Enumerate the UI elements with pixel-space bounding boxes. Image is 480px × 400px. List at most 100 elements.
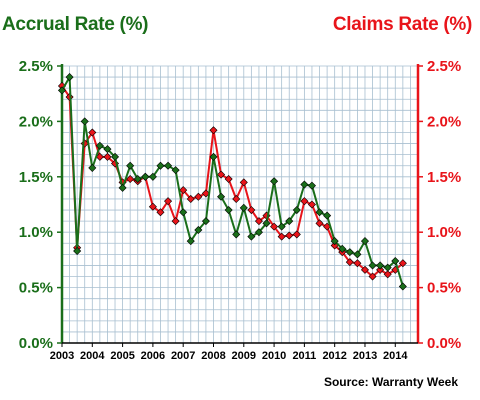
claims-point (194, 192, 203, 201)
claims-point (247, 206, 256, 215)
claims-point (368, 272, 377, 281)
plot-area (62, 66, 418, 343)
left-tick-label: 1.5% (19, 169, 53, 186)
claims-point (224, 174, 233, 184)
claims-point (148, 202, 157, 211)
x-tick-label: 2012 (322, 350, 346, 362)
accrual-point (292, 206, 301, 215)
accrual-point (186, 237, 195, 246)
accrual-point (376, 261, 385, 270)
accrual-point (73, 247, 82, 256)
claims-point (217, 170, 226, 179)
x-tick-label: 2013 (353, 350, 377, 362)
accrual-point (171, 166, 180, 175)
accrual-point (323, 211, 332, 220)
right-tick-label: 2.5% (427, 58, 461, 75)
accrual-point (65, 73, 74, 82)
claims-point (360, 265, 370, 274)
claims-point (285, 231, 294, 240)
claims-point (270, 222, 279, 231)
x-tick-label: 2007 (171, 350, 195, 362)
accrual-point (224, 206, 233, 215)
claims-point (292, 230, 301, 239)
left-tick-label: 0.0% (19, 335, 53, 352)
accrual-point (80, 117, 89, 126)
accrual-point (156, 161, 165, 170)
claims-point (383, 270, 392, 279)
accrual-point (277, 222, 286, 231)
right-tick-label: 2.0% (427, 113, 461, 130)
x-tick-label: 2009 (232, 350, 256, 362)
x-tick-label: 2014 (383, 350, 408, 362)
accrual-point (217, 192, 226, 201)
accrual-point (239, 203, 248, 212)
left-tick-label: 0.5% (19, 280, 53, 297)
claims-point (232, 194, 241, 203)
claims-point (307, 200, 316, 209)
x-tick-label: 2008 (201, 350, 225, 362)
claims-point (398, 259, 407, 268)
accrual-point (201, 217, 210, 226)
accrual-point (391, 256, 400, 266)
right-tick-label: 1.5% (427, 169, 461, 186)
accrual-point (383, 263, 392, 272)
left-tick-label: 1.0% (19, 224, 53, 241)
accrual-point (285, 217, 294, 226)
left-tick-label: 2.5% (19, 58, 53, 75)
accrual-line (61, 73, 404, 287)
accrual-point (141, 172, 150, 181)
claims-point (315, 219, 324, 228)
accrual-point (270, 177, 279, 186)
claims-point (277, 232, 286, 241)
accrual-axis-title: Accrual Rate (%) (2, 14, 149, 35)
accrual-point (300, 180, 309, 189)
right-tick-label: 0.0% (427, 335, 461, 352)
claims-point (164, 197, 173, 206)
accrual-point (88, 163, 97, 172)
accrual-point (330, 237, 339, 246)
claims-point (171, 217, 180, 226)
accrual-point (338, 244, 347, 253)
claims-point (209, 126, 218, 135)
accrual-point (179, 208, 188, 217)
accrual-point (262, 219, 271, 228)
right-tick-label: 1.0% (427, 224, 461, 241)
accrual-point (368, 261, 377, 270)
right-tick-label: 0.5% (427, 280, 461, 297)
claims-point (103, 152, 112, 161)
x-tick-label: 2004 (80, 350, 105, 362)
accrual-point (118, 183, 127, 192)
accrual-point (353, 250, 362, 259)
accrual-point (398, 282, 407, 291)
accrual-point (57, 86, 67, 95)
accrual-point (209, 152, 218, 161)
accrual-point (315, 208, 324, 217)
claims-point (156, 208, 165, 217)
accrual-point (247, 232, 256, 241)
accrual-point (126, 161, 135, 170)
accrual-point (148, 172, 157, 181)
accrual-point (133, 174, 142, 184)
claims-point (239, 178, 248, 187)
accrual-point (254, 228, 263, 237)
accrual-point (103, 145, 112, 154)
claims-point (179, 186, 188, 195)
accrual-point (345, 248, 354, 257)
accrual-point (194, 225, 203, 235)
accrual-point (95, 141, 104, 150)
claims-point (300, 197, 309, 206)
claims-point (186, 194, 195, 203)
claims-point (345, 258, 354, 267)
claims-point (353, 259, 362, 268)
x-tick-label: 2011 (292, 350, 316, 362)
claims-axis-title: Claims Rate (%) (332, 14, 472, 35)
accrual-point (360, 237, 370, 246)
claims-point (254, 217, 263, 226)
claims-point (126, 174, 135, 184)
x-tick-label: 2010 (262, 350, 286, 362)
source-note: Source: Warranty Week (323, 375, 458, 389)
accrual-point (164, 161, 173, 170)
left-tick-label: 2.0% (19, 113, 53, 130)
accrual-point (307, 181, 316, 190)
